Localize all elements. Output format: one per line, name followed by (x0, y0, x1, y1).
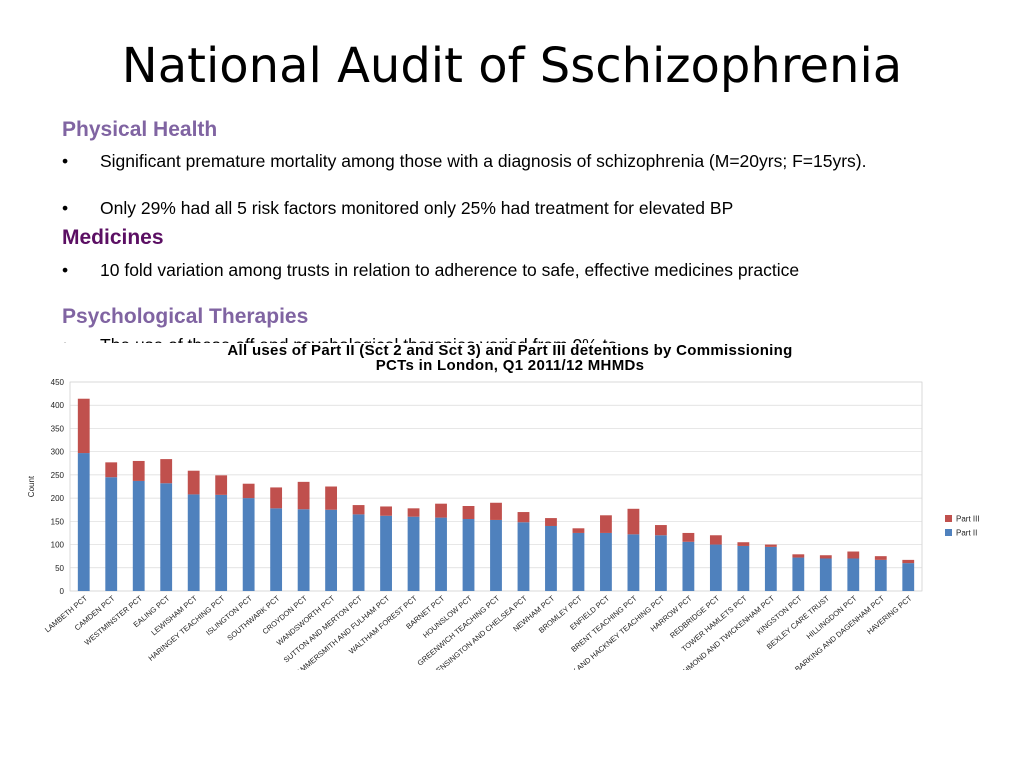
bullet-text: 10 fold variation among trusts in relati… (100, 260, 800, 280)
slide-title: National Audit of Sschizophrenia (121, 38, 903, 94)
bar-part-ii (407, 516, 420, 591)
stacked-bar-chart: 050100150200250300350400450CountLAMBETH … (27, 378, 980, 670)
bullet-marker: • (62, 198, 69, 218)
legend-label: Part II (956, 529, 977, 538)
bar-part-ii (242, 498, 255, 591)
bar-part-iii (462, 506, 475, 520)
bar-part-iii (352, 505, 365, 515)
bar-part-iii (819, 555, 832, 559)
legend-swatch (945, 515, 952, 522)
bar-part-iii (435, 503, 447, 518)
bar-part-iii (764, 544, 777, 547)
bar-part-iii (242, 483, 255, 499)
bar-part-iii (215, 475, 228, 495)
bar-part-iii (380, 506, 392, 516)
bar-part-ii (737, 545, 750, 591)
y-tick-label: 150 (51, 517, 65, 526)
bar-part-iii (187, 470, 200, 495)
bar-part-ii (215, 494, 228, 591)
bar-part-ii (545, 525, 557, 591)
section-heading-medicines: Medicines (62, 226, 164, 249)
bar-part-ii (792, 557, 805, 591)
bar-part-ii (819, 558, 832, 591)
y-tick-label: 450 (51, 378, 65, 387)
bar-part-ii (682, 541, 695, 591)
bar-part-iii (600, 515, 612, 533)
bar-part-iii (132, 460, 145, 481)
bar-part-iii (654, 525, 667, 536)
bar-part-iii (627, 508, 640, 535)
bar-part-ii (654, 535, 667, 591)
bar-part-ii (462, 519, 475, 591)
bar-part-iii (874, 556, 887, 560)
bar-part-ii (297, 509, 310, 591)
bullet-text: Only 29% had all 5 risk factors monitore… (100, 198, 734, 218)
bar-part-ii (764, 546, 777, 591)
bar-part-ii (490, 519, 502, 591)
bar-part-ii (709, 544, 722, 591)
bar-part-iii (105, 462, 118, 478)
bullet-marker: • (62, 260, 69, 280)
bar-part-iii (902, 559, 915, 564)
chart-title-line-2: PCTs in London, Q1 2011/12 MHMDs (375, 357, 645, 374)
bar-part-iii (270, 487, 283, 509)
y-tick-label: 400 (51, 401, 65, 410)
bar-part-iii (792, 554, 805, 558)
bar-part-iii (572, 528, 585, 533)
bar-part-ii (325, 509, 338, 591)
legend-swatch (945, 529, 952, 536)
bar-part-iii (490, 502, 502, 520)
bar-part-ii (517, 522, 530, 591)
y-tick-label: 0 (60, 587, 65, 596)
bar-part-ii (435, 517, 447, 591)
y-tick-label: 100 (51, 541, 65, 550)
bar-part-ii (352, 514, 365, 591)
bar-part-iii (77, 398, 90, 454)
bar-part-iii (709, 535, 722, 545)
legend-label: Part III (956, 515, 980, 524)
y-tick-label: 350 (51, 424, 65, 433)
bar-part-ii (105, 477, 118, 591)
bar-part-ii (380, 515, 392, 591)
bar-part-ii (627, 534, 640, 591)
bar-part-iii (682, 532, 695, 542)
bar-part-ii (160, 483, 173, 591)
bar-part-ii (902, 563, 915, 591)
bar-part-ii (572, 532, 585, 591)
bar-part-ii (132, 480, 145, 591)
y-axis-label: Count (27, 475, 36, 497)
bar-part-iii (407, 508, 420, 517)
chart-title-background (0, 343, 1024, 373)
y-tick-label: 200 (51, 494, 65, 503)
bullet-text: Significant premature mortality among th… (100, 151, 867, 171)
bar-part-iii (160, 459, 173, 484)
chart-title-line-1: All uses of Part II (Sct 2 and Sct 3) an… (227, 342, 793, 359)
y-tick-label: 50 (55, 564, 64, 573)
bar-part-ii (77, 453, 90, 591)
bullet-marker: • (62, 151, 69, 171)
bar-part-iii (517, 512, 530, 523)
section-heading-physical-health: Physical Health (62, 118, 218, 141)
bar-part-ii (847, 558, 860, 591)
y-tick-label: 300 (51, 448, 65, 457)
bar-part-iii (297, 481, 310, 510)
bar-part-iii (737, 542, 750, 546)
bar-part-iii (847, 551, 860, 559)
y-tick-label: 250 (51, 471, 65, 480)
bar-part-ii (874, 559, 887, 591)
bar-part-ii (187, 494, 200, 591)
section-heading-psychological-therapies: Psychological Therapies (62, 305, 309, 328)
bar-part-iii (545, 518, 557, 526)
bar-part-iii (325, 486, 338, 510)
bar-part-ii (600, 532, 612, 591)
bar-part-ii (270, 508, 283, 591)
